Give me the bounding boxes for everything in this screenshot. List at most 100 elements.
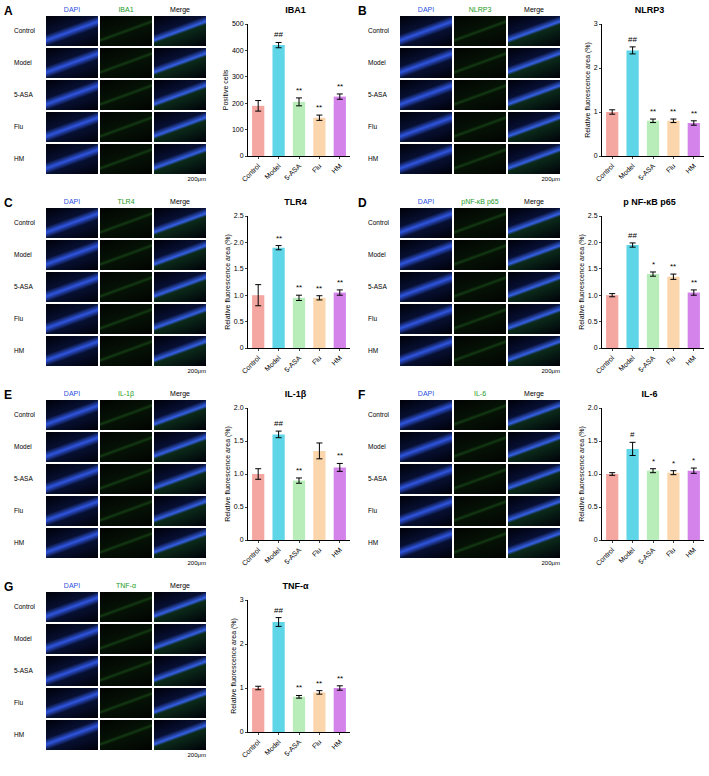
svg-text:1.5: 1.5 [234,265,244,272]
svg-text:Flu: Flu [311,546,323,558]
svg-text:Control: Control [240,162,261,183]
svg-text:300: 300 [232,73,244,80]
svg-text:5-ASA: 5-ASA [283,162,302,181]
svg-text:Relative fluorescence area (%): Relative fluorescence area (%) [224,234,232,330]
svg-text:Model: Model [263,162,282,181]
svg-text:0.5: 0.5 [234,503,244,510]
svg-text:IL-1β: IL-1β [285,389,307,399]
svg-text:5-ASA: 5-ASA [637,354,656,373]
svg-text:400: 400 [232,47,244,54]
svg-text:*: * [672,459,675,468]
svg-text:**: ** [296,466,302,475]
svg-text:##: ## [628,231,637,240]
svg-text:Control: Control [594,162,615,183]
svg-text:*: * [652,457,655,466]
svg-text:0.5: 0.5 [588,318,598,325]
svg-text:5-ASA: 5-ASA [283,354,302,373]
svg-text:HM: HM [330,546,343,559]
svg-text:**: ** [316,284,322,293]
svg-text:Model: Model [263,354,282,373]
svg-text:2: 2 [594,64,598,71]
svg-text:5-ASA: 5-ASA [637,546,656,565]
svg-text:5-ASA: 5-ASA [283,738,302,757]
svg-text:HM: HM [330,162,343,175]
svg-text:**: ** [337,451,343,460]
svg-text:Model: Model [617,546,636,565]
svg-text:200: 200 [232,100,244,107]
svg-text:1.0: 1.0 [588,470,598,477]
svg-text:Model: Model [263,546,282,565]
svg-text:3: 3 [594,20,598,27]
svg-text:**: ** [337,82,343,91]
svg-text:5-ASA: 5-ASA [283,546,302,565]
svg-text:0: 0 [240,728,244,735]
svg-text:**: ** [296,86,302,95]
svg-text:Control: Control [240,354,261,375]
svg-text:HM: HM [330,354,343,367]
svg-text:**: ** [296,683,302,692]
svg-text:1.0: 1.0 [588,292,598,299]
svg-text:*: * [692,456,695,465]
svg-text:2.0: 2.0 [588,404,598,411]
svg-text:Flu: Flu [311,354,323,366]
svg-text:2.0: 2.0 [234,404,244,411]
svg-text:1.5: 1.5 [588,437,598,444]
svg-text:**: ** [337,278,343,287]
svg-text:Flu: Flu [311,162,323,174]
svg-text:500: 500 [232,20,244,27]
svg-text:**: ** [650,107,656,116]
svg-text:1.5: 1.5 [234,437,244,444]
svg-text:1: 1 [594,108,598,115]
svg-text:0: 0 [594,344,598,351]
svg-text:2.5: 2.5 [234,212,244,219]
svg-text:0: 0 [594,536,598,543]
svg-text:Positive cells: Positive cells [222,69,229,110]
svg-text:2.0: 2.0 [234,239,244,246]
svg-text:0: 0 [594,152,598,159]
svg-text:0: 0 [240,152,244,159]
svg-text:Relative fluorescence area (%): Relative fluorescence area (%) [224,426,232,522]
svg-text:Flu: Flu [665,162,677,174]
svg-text:HM: HM [330,738,343,751]
svg-text:IBA1: IBA1 [285,5,306,15]
svg-text:##: ## [628,35,637,44]
svg-text:**: ** [670,107,676,116]
svg-text:**: ** [316,679,322,688]
svg-text:2.5: 2.5 [588,212,598,219]
svg-text:IL-6: IL-6 [642,389,658,399]
svg-text:0: 0 [240,536,244,543]
svg-text:**: ** [296,283,302,292]
svg-text:1.0: 1.0 [234,292,244,299]
svg-text:2: 2 [240,640,244,647]
svg-text:Control: Control [594,546,615,567]
svg-text:Control: Control [240,738,261,759]
svg-text:Model: Model [617,162,636,181]
svg-text:**: ** [337,674,343,683]
svg-text:3: 3 [240,596,244,603]
svg-text:TNF-α: TNF-α [283,581,309,591]
svg-text:0.5: 0.5 [234,318,244,325]
svg-text:Model: Model [263,738,282,757]
svg-text:5-ASA: 5-ASA [637,162,656,181]
svg-text:##: ## [274,606,283,615]
svg-text:2.0: 2.0 [588,239,598,246]
svg-text:TLR4: TLR4 [284,197,307,207]
svg-text:##: ## [274,30,283,39]
svg-text:*: * [652,260,655,269]
svg-text:##: ## [274,419,283,428]
svg-text:1.5: 1.5 [588,265,598,272]
svg-text:**: ** [691,278,697,287]
svg-text:100: 100 [232,126,244,133]
svg-text:Relative fluorescence area (%): Relative fluorescence area (%) [578,234,586,330]
svg-text:1: 1 [240,684,244,691]
svg-text:Relative fluorescence area (%): Relative fluorescence area (%) [578,426,586,522]
svg-text:**: ** [691,109,697,118]
svg-text:Flu: Flu [665,546,677,558]
svg-text:Relative fluorescence area (%): Relative fluorescence area (%) [230,618,238,714]
svg-text:Flu: Flu [665,354,677,366]
svg-text:Flu: Flu [311,738,323,750]
svg-text:Control: Control [594,354,615,375]
svg-text:NLRP3: NLRP3 [635,5,665,15]
svg-text:HM: HM [684,546,697,559]
svg-text:p NF-κB p65: p NF-κB p65 [623,197,676,207]
